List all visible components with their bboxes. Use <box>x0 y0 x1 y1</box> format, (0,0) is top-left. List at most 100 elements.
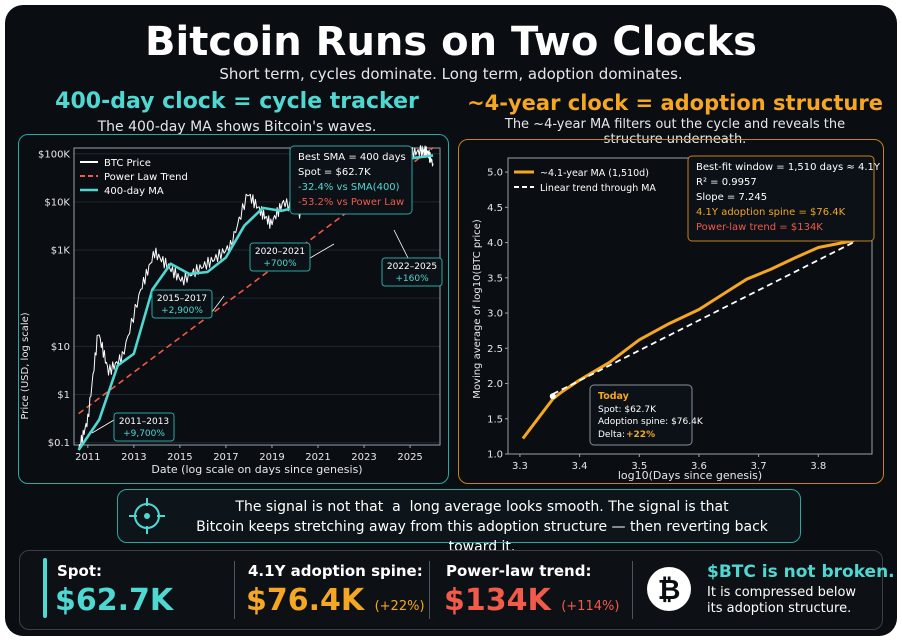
left-y-tick-label: $0.1 <box>48 438 70 449</box>
left-y-ticks: $0.1 $1 $10 $1K $10K $100K <box>38 149 70 449</box>
left-x-tick-label: 2011 <box>75 452 100 463</box>
annotation-period: 2022–2025 <box>387 262 437 272</box>
info-r2: R² = 0.9957 <box>696 177 757 188</box>
today-title: Today <box>598 391 630 402</box>
annotation-period: 2020–2021 <box>255 247 305 257</box>
right-x-tick-label: 3.8 <box>810 461 826 472</box>
left-grid <box>74 153 440 444</box>
left-y-tick-label: $100K <box>38 149 70 160</box>
info-slope: Slope = 7.245 <box>696 192 767 203</box>
legend-label-powerlaw: Power Law Trend <box>104 172 188 183</box>
annotation-gain: +160% <box>395 274 429 284</box>
ma4y-line <box>521 239 855 440</box>
right-y-tick-label: 2.0 <box>487 379 503 390</box>
infographic: Bitcoin Runs on Two Clocks Short term, c… <box>5 5 897 636</box>
today-marker <box>549 393 556 400</box>
right-chart: 1.0 1.5 2.0 2.5 3.0 3.5 4.0 4.5 5.0 3.3 3.4 3.5 3.6… <box>472 155 881 482</box>
info-spine: 4.1Y adoption spine = $76.4K <box>696 207 846 218</box>
power-law-line <box>78 147 434 415</box>
trend-value: $134K (+114%) <box>444 583 619 618</box>
page-subtitle: Short term, cycles dominate. Long term, … <box>219 65 683 83</box>
left-subheading: The 400-day MA shows Bitcoin's waves. <box>97 119 377 135</box>
left-plot-frame <box>73 147 441 446</box>
legend-label-lineartrend: Linear trend through MA <box>540 183 656 194</box>
left-x-ticks: 2011 2013 2015 2017 2019 2021 2023 2025 <box>75 445 423 463</box>
left-x-tick-label: 2023 <box>351 452 376 463</box>
today-delta-value: +22% <box>626 430 655 440</box>
right-heading: ~4-year clock = adoption structure <box>467 91 883 115</box>
info-spot: Spot = $62.7K <box>298 167 371 178</box>
right-legend: ~4.1-year MA (1,510d) Linear trend throu… <box>514 168 656 194</box>
annotation-2015-2017: 2015–2017 +2,900% <box>151 289 225 319</box>
right-y-ticks: 1.0 1.5 2.0 2.5 3.0 3.5 4.0 4.5 5.0 <box>487 168 508 461</box>
trend-value-number: $134K <box>444 583 551 618</box>
right-y-tick-label: 3.5 <box>487 273 503 284</box>
right-y-tick-label: 3.0 <box>487 309 503 320</box>
message-box <box>117 489 801 543</box>
left-x-tick-label: 2013 <box>121 452 146 463</box>
right-y-tick-label: 1.5 <box>487 414 503 425</box>
right-series <box>521 238 861 440</box>
legend-label-ma4y: ~4.1-year MA (1,510d) <box>540 168 649 179</box>
spot-label: Spot: <box>57 562 103 580</box>
right-y-tick-label: 5.0 <box>487 168 503 179</box>
info-vs-powerlaw: -53.2% vs Power Law <box>298 197 404 208</box>
divider <box>234 561 235 619</box>
target-icon <box>129 498 165 534</box>
trend-pct: (+114%) <box>561 599 620 614</box>
left-chart: $0.1$1$10$1K$10K$100K 2011 2013 2015 2017 20… <box>20 145 443 476</box>
right-x-tick-label: 3.4 <box>572 461 588 472</box>
legend-label-ma400: 400-day MA <box>104 186 164 197</box>
page-title: Bitcoin Runs on Two Clocks <box>145 19 757 65</box>
callout-text: It is compressed below its adoption stru… <box>707 585 856 617</box>
left-chart-panel <box>18 134 449 484</box>
divider <box>429 561 430 619</box>
left-ylabel: Price (USD, log scale) <box>20 312 31 419</box>
message-text: The signal is not that a long average lo… <box>177 497 787 557</box>
callout-title: $BTC is not broken. <box>707 562 895 582</box>
right-chart-panel <box>458 139 884 484</box>
callout-line1: It is compressed below <box>707 585 857 600</box>
right-y-tick-label: 4.0 <box>487 238 503 249</box>
left-x-tick-label: 2017 <box>213 452 238 463</box>
today-spine: Adoption spine: $76.4K <box>598 417 704 427</box>
divider <box>632 561 633 619</box>
right-xlabel: log10(Days since genesis) <box>618 469 762 482</box>
today-spot: Spot: $62.7K <box>598 405 657 415</box>
right-info-box: Best-fit window = 1,510 days ≈ 4.1Y R² =… <box>687 155 881 242</box>
spine-value: $76.4K (+22%) <box>246 583 425 618</box>
left-x-tick-label: 2021 <box>305 452 330 463</box>
right-x-tick-label: 3.3 <box>512 461 528 472</box>
annotation-2022-2025: 2022–2025 +160% <box>381 229 443 287</box>
svg-text:₿: ₿ <box>658 573 681 606</box>
left-y-tick-label: $1K <box>51 246 71 257</box>
spot-value: $62.7K <box>55 583 174 618</box>
left-x-tick-label: 2015 <box>167 452 192 463</box>
spine-pct: (+22%) <box>374 599 425 614</box>
left-heading: 400-day clock = cycle tracker <box>55 89 419 114</box>
left-info-box: Best SMA = 400 days Spot = $62.7K -32.4%… <box>289 145 413 215</box>
left-xlabel: Date (log scale on days since genesis) <box>151 463 362 476</box>
info-best-sma: Best SMA = 400 days <box>298 152 406 163</box>
left-x-tick-label: 2019 <box>259 452 284 463</box>
left-legend: BTC Price Power Law Trend 400-day MA <box>80 158 188 197</box>
right-subheading-line1: The ~4-year MA filters out the cycle and… <box>504 117 846 132</box>
info-best-fit: Best-fit window = 1,510 days ≈ 4.1Y <box>696 162 881 173</box>
right-y-tick-label: 1.0 <box>487 450 503 461</box>
left-x-tick-label: 2025 <box>397 452 422 463</box>
message-line1: The signal is not that a long average lo… <box>235 499 729 515</box>
today-delta-label: Delta: <box>598 430 625 440</box>
spine-value-number: $76.4K <box>246 583 365 618</box>
annotation-2011-2013: 2011–2013 +9,700% <box>91 412 175 442</box>
right-x-tick-label: 3.5 <box>631 461 647 472</box>
left-y-tick-label: $1 <box>57 390 70 401</box>
stats-bar <box>19 550 883 630</box>
annotation-2020-2021: 2020–2021 +700% <box>249 242 335 272</box>
legend-label-price: BTC Price <box>104 158 151 169</box>
info-vs-sma: -32.4% vs SMA(400) <box>298 182 400 193</box>
spine-label: 4.1Y adoption spine: <box>248 562 423 580</box>
spot-accent-bar <box>43 558 47 618</box>
left-y-tick-label: $10K <box>44 197 70 208</box>
annotation-gain: +2,900% <box>161 306 203 316</box>
right-x-tick-label: 3.6 <box>691 461 707 472</box>
